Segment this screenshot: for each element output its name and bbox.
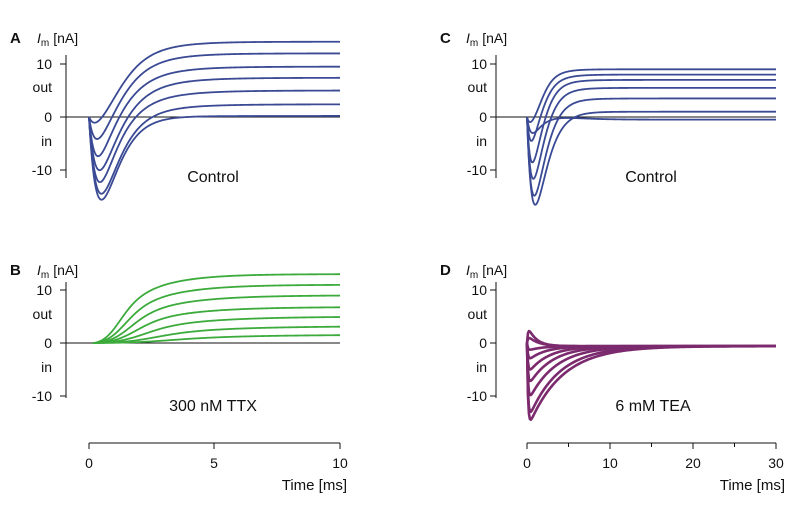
- ytick-label-b-10: 10: [36, 282, 52, 298]
- trace-a-6: [88, 115, 340, 201]
- in-label-a: in: [41, 133, 52, 149]
- trace-b-4: [92, 316, 340, 344]
- in-label-d: in: [476, 359, 487, 375]
- ytick-label-a-0: 0: [44, 109, 52, 125]
- panel-c: C Im [nA] 10 out 0 in -10 Control: [440, 30, 776, 206]
- traces-a: [88, 40, 340, 201]
- xtick-label-d-30: 30: [768, 455, 784, 471]
- ytick-label-b-neg10: -10: [32, 388, 52, 404]
- ytick-label-b-0: 0: [44, 335, 52, 351]
- trace-c-1: [526, 73, 776, 142]
- trace-c-6: [526, 116, 776, 134]
- condition-label-b: 300 nM TTX: [169, 398, 257, 415]
- panel-d: D Im [nA] 10 out 0 in -10 6 mM TEA 0 10 2…: [440, 262, 785, 494]
- panel-a: A Im [nA] 10 out 0 in -10 Control: [10, 30, 340, 201]
- trace-a-0: [88, 40, 340, 124]
- ylabel-a: Im [nA]: [37, 30, 78, 49]
- panel-letter-a: A: [10, 30, 21, 47]
- panel-letter-c: C: [440, 30, 451, 47]
- trace-b-6: [92, 334, 340, 344]
- xtick-label-d-20: 20: [685, 455, 701, 471]
- condition-label-c: Control: [625, 169, 677, 186]
- trace-b-1: [92, 283, 341, 344]
- trace-b-3: [92, 306, 341, 344]
- trace-d-8: [525, 342, 777, 421]
- traces-c: [526, 68, 776, 206]
- out-label-b: out: [33, 306, 53, 322]
- xtick-label-b-5: 5: [210, 455, 218, 471]
- condition-label-a: Control: [187, 169, 239, 186]
- ytick-label-a-10: 10: [36, 56, 52, 72]
- condition-label-d: 6 mM TEA: [615, 398, 691, 415]
- trace-d-0: [525, 329, 777, 348]
- trace-a-4: [88, 89, 340, 184]
- trace-c-3: [526, 86, 776, 180]
- ytick-label-c-0: 0: [479, 109, 487, 125]
- xlabel-b: Time [ms]: [282, 477, 347, 494]
- ylabel-d: Im [nA]: [466, 262, 507, 281]
- in-label-b: in: [41, 359, 52, 375]
- trace-b-2: [92, 294, 341, 344]
- trace-c-4: [526, 97, 776, 197]
- ytick-label-c-neg10: -10: [467, 162, 487, 178]
- xlabel-d: Time [ms]: [720, 477, 785, 494]
- xtick-label-d-0: 0: [523, 455, 531, 471]
- ytick-label-a-neg10: -10: [32, 162, 52, 178]
- trace-b-0: [92, 273, 340, 344]
- trace-c-5: [526, 110, 776, 206]
- panel-letter-d: D: [440, 262, 451, 279]
- xtick-label-b-10: 10: [332, 455, 348, 471]
- trace-a-2: [88, 65, 340, 158]
- out-label-c: out: [468, 79, 488, 95]
- trace-a-3: [88, 76, 340, 172]
- trace-c-2: [526, 79, 776, 164]
- out-label-a: out: [33, 79, 53, 95]
- ylabel-b: Im [nA]: [37, 262, 78, 281]
- ytick-label-d-10: 10: [471, 282, 487, 298]
- xtick-label-d-10: 10: [602, 455, 618, 471]
- trace-a-5: [88, 103, 340, 195]
- xtick-label-b-0: 0: [85, 455, 93, 471]
- trace-c-0: [526, 68, 776, 124]
- traces-d: [525, 329, 777, 421]
- ylabel-c: Im [nA]: [466, 30, 507, 49]
- ytick-label-c-10: 10: [471, 56, 487, 72]
- traces-b: [92, 273, 341, 344]
- ytick-label-d-0: 0: [479, 335, 487, 351]
- panel-b: B Im [nA] 10 out 0 in -10 300 nM TTX 0 5 …: [10, 262, 348, 494]
- out-label-d: out: [468, 306, 488, 322]
- trace-b-5: [92, 325, 341, 344]
- in-label-c: in: [476, 133, 487, 149]
- ytick-label-d-neg10: -10: [467, 388, 487, 404]
- panel-letter-b: B: [10, 262, 21, 279]
- trace-a-1: [88, 52, 340, 140]
